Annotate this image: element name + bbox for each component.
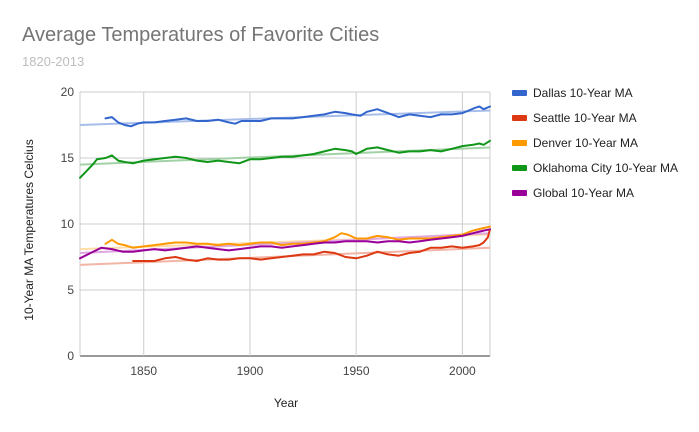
legend: Dallas 10-Year MA Seattle 10-Year MA Denve… [512, 86, 678, 200]
legend-label: Oklahoma City 10-Year MA [533, 161, 678, 175]
y-tick-label: 20 [61, 85, 75, 99]
legend-label: Global 10-Year MA [533, 186, 634, 200]
legend-swatch [512, 165, 527, 171]
legend-swatch [512, 90, 527, 96]
legend-swatch [512, 115, 527, 121]
gridlines [79, 91, 491, 357]
series-line [79, 228, 491, 260]
y-axis-ticks: 0 5 10 15 20 [61, 85, 75, 363]
series-lines [79, 105, 491, 262]
y-axis-label: 10-Year MA Temperatures Celcius [22, 139, 36, 320]
series-line [104, 225, 491, 249]
x-tick-label: 2000 [449, 364, 476, 378]
legend-swatch [512, 190, 527, 196]
y-tick-label: 15 [61, 151, 75, 165]
y-tick-label: 10 [61, 217, 75, 231]
y-tick-label: 0 [67, 349, 74, 363]
y-tick-label: 5 [67, 283, 74, 297]
x-tick-label: 1850 [130, 364, 157, 378]
x-axis-label: Year [274, 396, 298, 410]
x-tick-label: 1950 [343, 364, 370, 378]
legend-swatch [512, 140, 527, 146]
series-line [104, 105, 491, 128]
legend-label: Dallas 10-Year MA [533, 86, 633, 100]
series-line [79, 139, 491, 179]
trendlines [79, 109, 491, 266]
chart-subtitle: 1820-2013 [22, 54, 84, 69]
chart-title: Average Temperatures of Favorite Cities [22, 24, 379, 46]
series-line [132, 228, 491, 262]
x-tick-label: 1900 [237, 364, 264, 378]
legend-label: Seattle 10-Year MA [533, 111, 637, 125]
legend-label: Denver 10-Year MA [533, 136, 638, 150]
x-axis-ticks: 1850 1900 1950 2000 [130, 364, 476, 378]
